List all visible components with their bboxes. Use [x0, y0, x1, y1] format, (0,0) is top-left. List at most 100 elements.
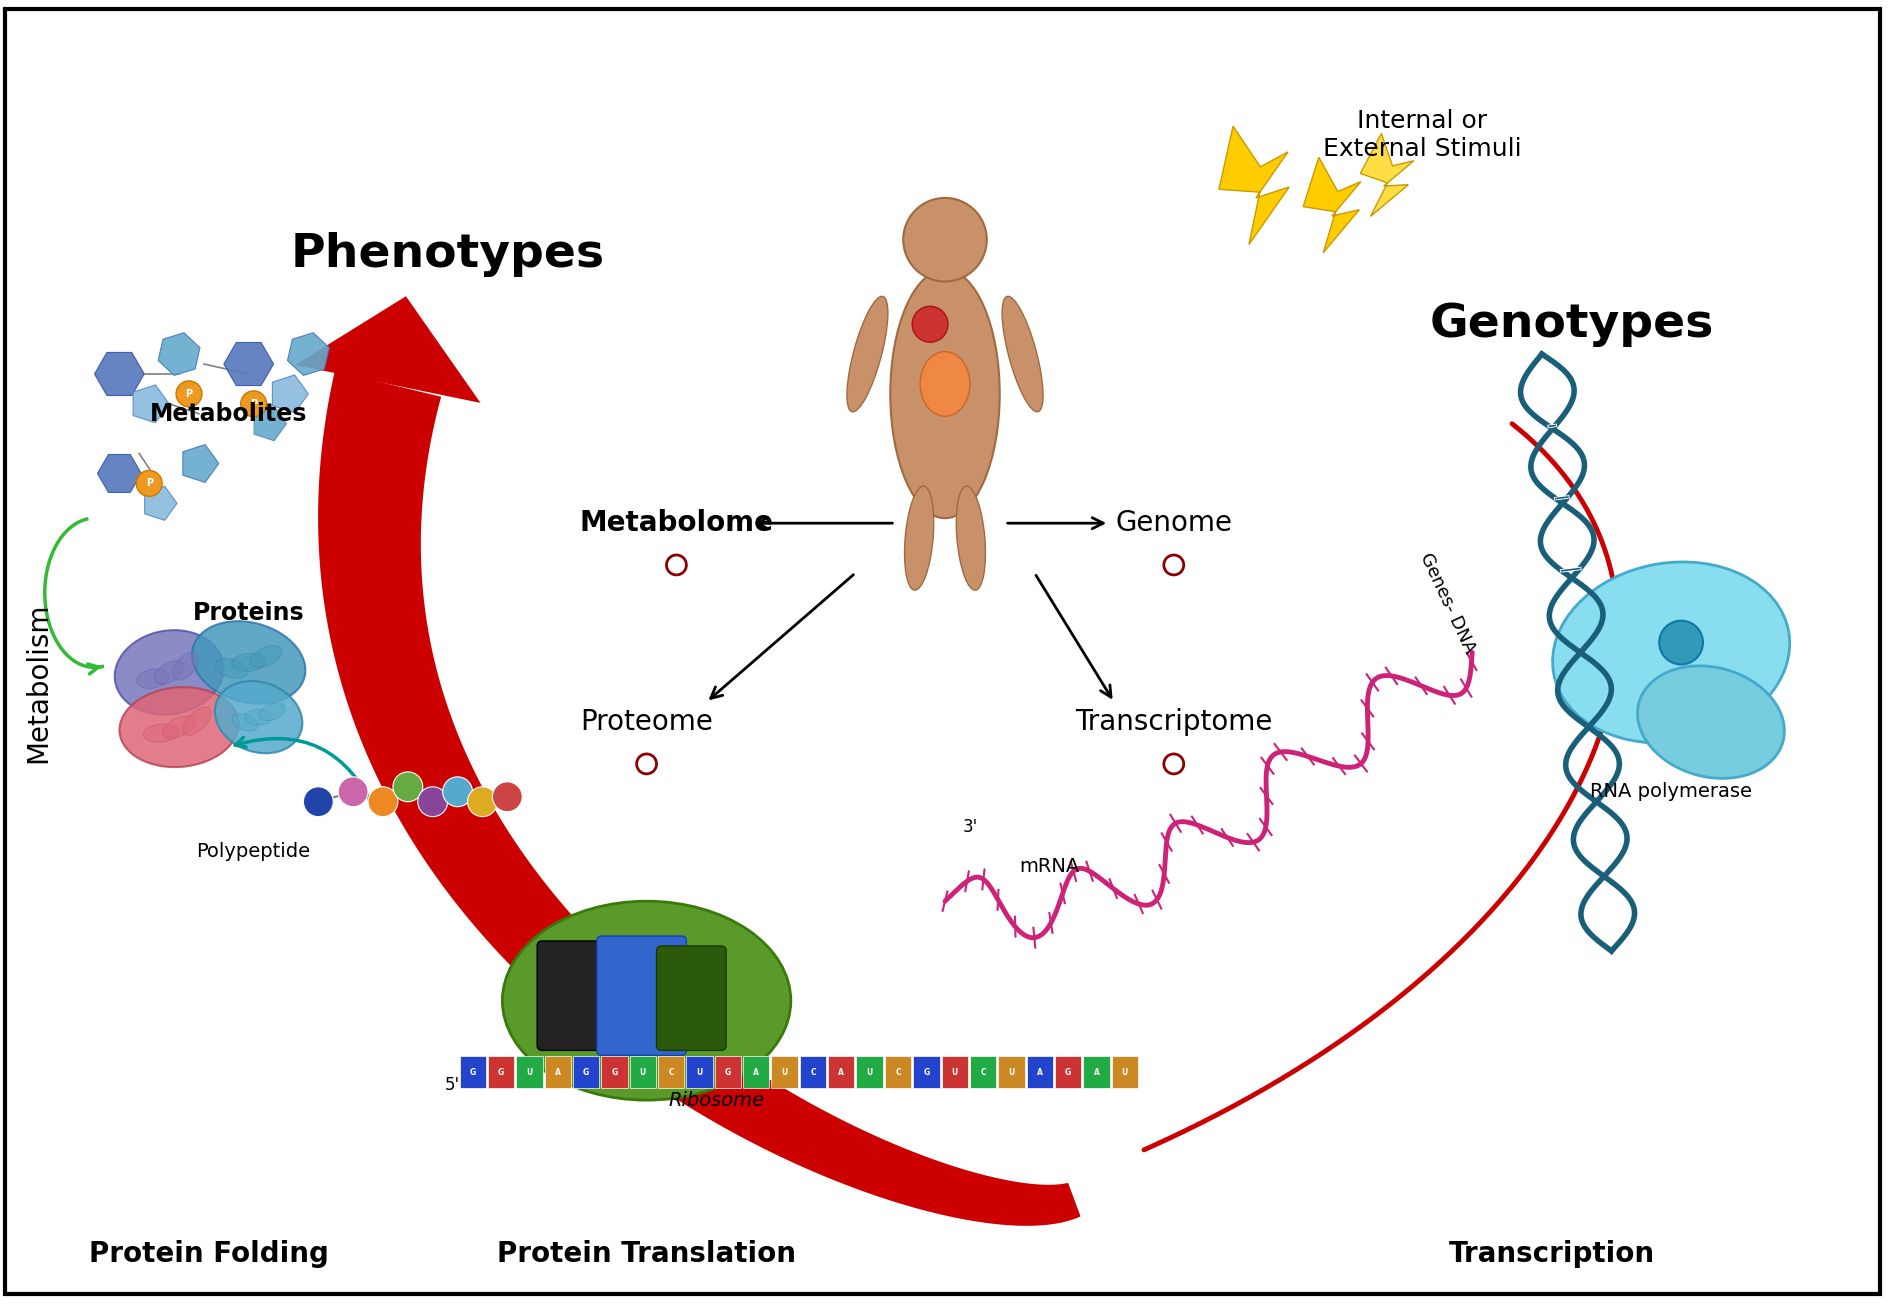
Text: U: U	[1120, 1067, 1128, 1077]
Polygon shape	[253, 407, 287, 441]
Ellipse shape	[193, 621, 306, 703]
Text: C: C	[669, 1067, 674, 1077]
Polygon shape	[1218, 127, 1288, 244]
Polygon shape	[317, 371, 1081, 1225]
Polygon shape	[223, 342, 274, 385]
Circle shape	[176, 381, 202, 407]
Text: G: G	[610, 1067, 618, 1077]
Bar	[1026, 1056, 1052, 1088]
Bar	[714, 1056, 740, 1088]
Bar	[827, 1056, 854, 1088]
Text: C: C	[980, 1067, 986, 1077]
Polygon shape	[272, 375, 308, 412]
Circle shape	[442, 776, 472, 806]
Text: G: G	[1064, 1067, 1071, 1077]
Ellipse shape	[115, 630, 223, 715]
Text: P: P	[145, 479, 153, 488]
Polygon shape	[1360, 133, 1413, 217]
Bar	[799, 1056, 825, 1088]
Bar	[1082, 1056, 1109, 1088]
Bar	[629, 1056, 655, 1088]
Text: P: P	[185, 389, 193, 399]
Ellipse shape	[905, 485, 933, 590]
Text: Metabolome: Metabolome	[580, 509, 773, 538]
Ellipse shape	[172, 652, 198, 680]
Bar	[742, 1056, 769, 1088]
Circle shape	[393, 771, 423, 801]
Ellipse shape	[155, 660, 183, 684]
Bar	[1111, 1056, 1137, 1088]
Ellipse shape	[259, 703, 285, 720]
Circle shape	[1659, 621, 1702, 664]
Text: RNA polymerase: RNA polymerase	[1589, 782, 1751, 801]
Ellipse shape	[1551, 562, 1789, 743]
Ellipse shape	[1001, 296, 1043, 412]
Bar	[487, 1056, 514, 1088]
Circle shape	[493, 782, 521, 812]
Text: G: G	[723, 1067, 731, 1077]
Text: Protein Folding: Protein Folding	[89, 1240, 329, 1268]
Text: A: A	[839, 1067, 844, 1077]
Polygon shape	[94, 352, 144, 395]
Bar	[912, 1056, 939, 1088]
Text: U: U	[780, 1067, 788, 1077]
Text: Protein Translation: Protein Translation	[497, 1240, 795, 1268]
Ellipse shape	[213, 659, 247, 679]
Text: U: U	[950, 1067, 958, 1077]
Text: Ribosome: Ribosome	[669, 1091, 763, 1109]
Polygon shape	[159, 333, 200, 376]
Polygon shape	[132, 385, 168, 423]
Text: Metabolism: Metabolism	[25, 602, 51, 762]
Text: U: U	[525, 1067, 533, 1077]
Circle shape	[467, 787, 497, 817]
Circle shape	[136, 471, 162, 496]
Circle shape	[903, 198, 986, 282]
Bar	[941, 1056, 967, 1088]
Bar	[459, 1056, 485, 1088]
Ellipse shape	[502, 902, 790, 1100]
Polygon shape	[287, 333, 329, 376]
Ellipse shape	[183, 707, 212, 735]
Polygon shape	[295, 296, 480, 403]
Circle shape	[637, 754, 655, 774]
Text: Genotypes: Genotypes	[1428, 301, 1713, 347]
Bar	[686, 1056, 712, 1088]
Text: A: A	[1037, 1067, 1043, 1077]
Bar	[884, 1056, 910, 1088]
Ellipse shape	[956, 485, 984, 590]
Circle shape	[667, 555, 686, 576]
Circle shape	[304, 787, 332, 817]
Text: Proteome: Proteome	[580, 709, 712, 736]
Ellipse shape	[215, 681, 302, 753]
Ellipse shape	[232, 714, 259, 731]
Ellipse shape	[144, 724, 179, 743]
Circle shape	[368, 787, 399, 817]
Text: Metabolites: Metabolites	[149, 402, 308, 425]
Circle shape	[240, 392, 266, 416]
Text: Genes- DNA: Genes- DNA	[1415, 549, 1477, 656]
FancyBboxPatch shape	[597, 936, 686, 1056]
Polygon shape	[183, 445, 219, 483]
Text: Polypeptide: Polypeptide	[196, 842, 310, 861]
FancyBboxPatch shape	[536, 941, 621, 1051]
Text: G: G	[922, 1067, 929, 1077]
Text: mRNA: mRNA	[1018, 857, 1079, 876]
Text: A: A	[1094, 1067, 1099, 1077]
Polygon shape	[98, 454, 142, 492]
Text: G: G	[468, 1067, 476, 1077]
Bar	[572, 1056, 599, 1088]
Text: A: A	[754, 1067, 759, 1077]
Bar	[969, 1056, 996, 1088]
Text: G: G	[497, 1067, 504, 1077]
Text: U: U	[1007, 1067, 1014, 1077]
Polygon shape	[1303, 158, 1360, 253]
Ellipse shape	[920, 351, 969, 416]
Text: C: C	[895, 1067, 901, 1077]
Ellipse shape	[230, 654, 266, 672]
Circle shape	[338, 776, 368, 806]
Text: G: G	[582, 1067, 589, 1077]
Text: U: U	[638, 1067, 646, 1077]
Text: P: P	[249, 399, 257, 408]
Text: C: C	[810, 1067, 816, 1077]
Text: Transcription: Transcription	[1449, 1240, 1655, 1268]
